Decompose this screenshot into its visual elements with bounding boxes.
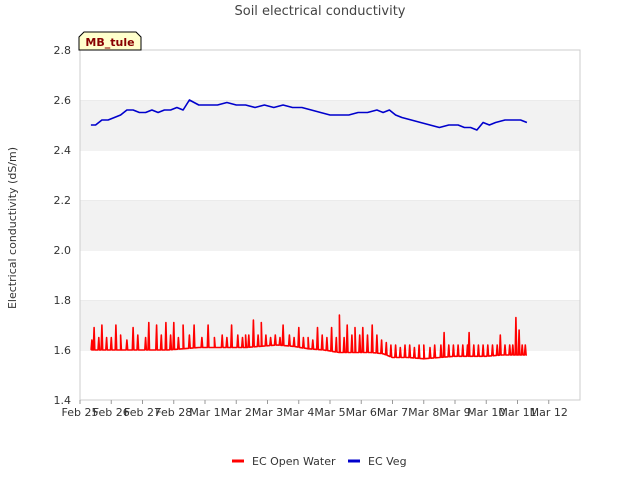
chart-title: Soil electrical conductivity: [234, 4, 405, 19]
y-tick-label: 2.4: [54, 144, 72, 157]
x-tick-label: Mar 11: [498, 406, 536, 419]
x-tick-label: Mar 12: [530, 406, 568, 419]
series-line-ec-open-water: [90, 314, 527, 360]
x-tick-label: Mar 6: [346, 406, 377, 419]
grid-band: [80, 300, 580, 350]
site-label-box: MB_tule: [78, 31, 142, 51]
y-tick-label: 2.0: [54, 244, 72, 257]
x-tick-label: Mar 5: [314, 406, 345, 419]
legend-label: EC Veg: [368, 455, 407, 468]
grid-band: [80, 250, 580, 300]
legend: EC Open Water EC Veg: [232, 455, 407, 468]
x-tick-label: Feb 28: [155, 406, 192, 419]
x-tick-label: Mar 3: [252, 406, 283, 419]
y-tick-label: 1.6: [54, 344, 72, 357]
x-tick-label: Mar 1: [189, 406, 220, 419]
series-line-ec-veg: [90, 99, 528, 131]
y-tick-label: 2.8: [54, 44, 72, 57]
x-tick-label: Mar 7: [377, 406, 408, 419]
x-tick-label: Mar 4: [283, 406, 314, 419]
site-label-shape: [78, 31, 142, 51]
y-axis: 1.4 1.6 1.8 2.0 2.2 2.4 2.6 2.8: [54, 44, 72, 407]
x-tick-label: Mar 8: [408, 406, 439, 419]
legend-label: EC Open Water: [252, 455, 336, 468]
grid-band: [80, 200, 580, 250]
y-tick-label: 2.2: [54, 194, 72, 207]
site-label: MB_tule: [85, 36, 134, 49]
y-axis-label: Electrical conductivity (dS/m): [6, 147, 19, 309]
x-tick-label: Mar 10: [467, 406, 505, 419]
grid-band: [80, 150, 580, 200]
y-tick-label: 2.6: [54, 94, 72, 107]
grid-band: [80, 100, 580, 150]
y-tick-label: 1.4: [54, 394, 72, 407]
x-tick-label: Feb 26: [93, 406, 130, 419]
grid-band: [80, 50, 580, 100]
x-tick-label: Mar 2: [221, 406, 252, 419]
grid-band: [80, 350, 580, 400]
x-tick-label: Mar 9: [439, 406, 470, 419]
series-layer: [90, 99, 528, 360]
x-tick-label: Feb 27: [124, 406, 161, 419]
y-tick-label: 1.8: [54, 294, 72, 307]
x-tick-label: Feb 25: [62, 406, 99, 419]
plot-background-bands: [80, 49, 580, 400]
